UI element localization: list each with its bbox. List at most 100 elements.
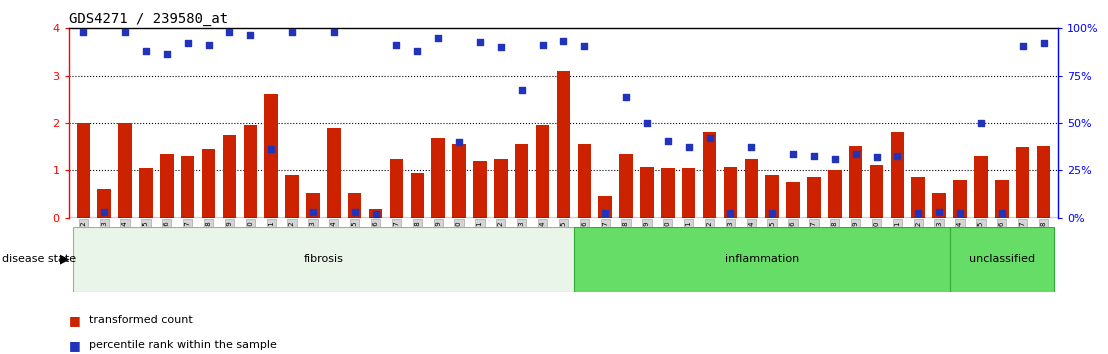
Bar <box>1016 147 1029 218</box>
Point <box>910 210 927 216</box>
Point <box>471 39 489 44</box>
Bar <box>974 156 987 218</box>
Bar <box>494 159 507 218</box>
Bar <box>995 180 1008 218</box>
Bar <box>327 128 340 218</box>
Bar <box>681 168 696 218</box>
Point <box>993 210 1010 216</box>
Bar <box>348 193 361 218</box>
Bar <box>73 227 574 292</box>
Point <box>367 211 384 217</box>
Text: ■: ■ <box>69 339 81 352</box>
Text: unclassified: unclassified <box>968 254 1035 264</box>
Point <box>617 94 635 100</box>
Point <box>325 29 342 35</box>
Bar <box>536 125 550 218</box>
Point <box>951 210 968 216</box>
Bar <box>745 159 758 218</box>
Bar <box>473 161 486 218</box>
Bar <box>574 227 950 292</box>
Bar <box>912 177 925 218</box>
Bar <box>244 125 257 218</box>
Point <box>492 45 510 50</box>
Bar <box>369 209 382 218</box>
Point <box>158 52 176 57</box>
Point <box>429 35 447 41</box>
Bar <box>807 177 821 218</box>
Text: disease state: disease state <box>2 254 76 264</box>
Bar <box>1037 146 1050 218</box>
Point <box>659 138 677 144</box>
Bar <box>932 193 946 218</box>
Point <box>409 48 427 54</box>
Bar <box>640 167 654 218</box>
Text: percentile rank within the sample: percentile rank within the sample <box>89 340 277 350</box>
Point <box>638 120 656 126</box>
Bar <box>556 71 571 218</box>
Bar <box>140 168 153 218</box>
Bar <box>98 189 111 218</box>
Bar <box>577 144 591 218</box>
Bar <box>265 94 278 218</box>
Bar <box>598 196 612 218</box>
Point <box>95 209 113 215</box>
Bar <box>181 156 195 218</box>
Point <box>1035 40 1053 45</box>
Bar <box>76 123 90 218</box>
Point <box>388 42 406 48</box>
Text: transformed count: transformed count <box>89 315 193 325</box>
Bar <box>515 144 529 218</box>
Text: GDS4271 / 239580_at: GDS4271 / 239580_at <box>69 12 228 27</box>
Point <box>784 151 802 156</box>
Bar <box>724 167 737 218</box>
Text: inflammation: inflammation <box>725 254 799 264</box>
Text: ▶: ▶ <box>60 253 70 266</box>
Point <box>346 209 363 215</box>
Point <box>806 153 823 159</box>
Point <box>742 144 760 149</box>
Point <box>304 209 321 215</box>
Bar <box>891 132 904 218</box>
Point <box>74 29 92 35</box>
Point <box>763 210 781 216</box>
Bar <box>828 170 842 218</box>
Point <box>889 153 906 159</box>
Bar <box>202 149 215 218</box>
Point <box>972 120 989 126</box>
Point <box>137 48 155 54</box>
Point <box>199 42 217 48</box>
Point <box>721 210 739 216</box>
Point <box>575 44 593 49</box>
Point <box>680 144 698 149</box>
Bar <box>619 154 633 218</box>
Point <box>700 135 718 141</box>
Point <box>513 87 531 93</box>
Bar <box>870 165 883 218</box>
Text: fibrosis: fibrosis <box>304 254 343 264</box>
Bar <box>410 173 424 218</box>
Bar <box>953 180 967 218</box>
Bar <box>223 135 236 218</box>
Point <box>220 29 238 35</box>
Point <box>596 210 614 216</box>
Bar <box>766 175 779 218</box>
Bar <box>119 123 132 218</box>
Point <box>263 146 280 152</box>
Bar <box>390 159 403 218</box>
Bar <box>787 182 800 218</box>
Point <box>847 151 864 156</box>
Point <box>931 209 948 215</box>
Bar <box>950 227 1054 292</box>
Point <box>116 29 134 35</box>
Point <box>555 38 573 44</box>
Point <box>284 29 301 35</box>
Point <box>178 40 196 45</box>
Point <box>1014 44 1032 49</box>
Bar <box>849 146 862 218</box>
Bar <box>285 175 299 218</box>
Bar <box>431 138 445 218</box>
Bar <box>306 193 320 218</box>
Point <box>242 33 259 38</box>
Bar <box>452 144 465 218</box>
Bar <box>661 168 675 218</box>
